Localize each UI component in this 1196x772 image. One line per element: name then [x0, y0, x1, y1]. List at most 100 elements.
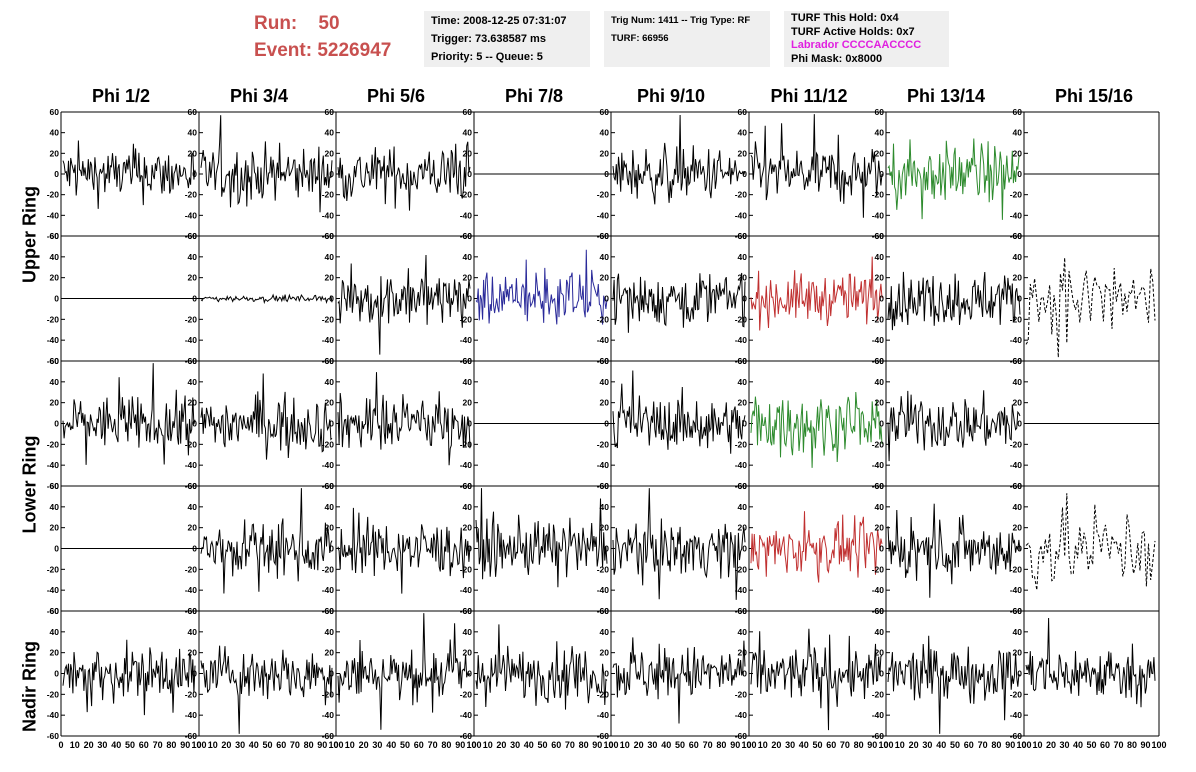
y-tick-label: 0: [329, 169, 334, 179]
x-tick-label: 90: [867, 740, 877, 750]
trace-trace: [200, 488, 333, 594]
y-tick-label: -40: [460, 460, 473, 470]
panel-r5-c3: 60 40 20 0 -20 -40 -60: [322, 606, 471, 741]
panel-r1-c7: 60 40 20 0 -20 -40 -60: [872, 107, 1021, 241]
x-tick-label: 90: [317, 740, 327, 750]
trace-dashed: [1025, 257, 1156, 358]
time-text: Time: 2008-12-25 07:31:07: [431, 15, 567, 27]
y-tick-label: -20: [185, 564, 198, 574]
trigger-text: Trigger: 73.638587 ms: [431, 33, 546, 45]
y-tick-label: -40: [47, 210, 60, 220]
y-tick-label: -60: [322, 606, 335, 616]
y-tick-label: 0: [467, 419, 472, 429]
y-tick-label: -20: [597, 314, 610, 324]
y-tick-label: -40: [735, 585, 748, 595]
x-tick-label: 80: [854, 740, 864, 750]
y-tick-label: 60: [325, 356, 335, 366]
y-tick-label: 40: [600, 502, 610, 512]
y-tick-label: 40: [188, 502, 198, 512]
y-tick-label: -40: [597, 210, 610, 220]
priority-text: Priority: 5 -- Queue: 5: [431, 51, 543, 63]
y-tick-label: -60: [597, 606, 610, 616]
y-tick-label: -40: [872, 210, 885, 220]
y-tick-label: 0: [1017, 169, 1022, 179]
y-tick-label: -60: [460, 731, 473, 741]
turf-active-text: TURF Active Holds: 0x7: [791, 25, 915, 38]
y-tick-label: 20: [875, 273, 885, 283]
y-tick-label: -40: [597, 710, 610, 720]
x-tick-label: 70: [565, 740, 575, 750]
y-tick-label: -40: [185, 460, 198, 470]
y-tick-label: 60: [875, 481, 885, 491]
trace-trace: [475, 624, 608, 710]
y-tick-label: -60: [322, 731, 335, 741]
event-label: Event:: [254, 40, 313, 61]
y-tick-label: 40: [188, 627, 198, 637]
trace-trace: [337, 507, 471, 594]
y-tick-label: 0: [604, 669, 609, 679]
x-tick-label: 0: [333, 740, 338, 750]
panel-r3-c6: 60 40 20 0 -20 -40 -60: [735, 356, 883, 491]
y-tick-label: -40: [872, 710, 885, 720]
turf-info-box: TURF This Hold: 0x4 TURF Active Holds: 0…: [784, 11, 949, 67]
y-tick-label: -60: [185, 231, 198, 241]
y-tick-label: -20: [1010, 564, 1023, 574]
y-tick-label: 40: [1013, 252, 1023, 262]
x-tick-label: 10: [1032, 740, 1042, 750]
y-tick-label: -20: [597, 564, 610, 574]
y-tick-label: 60: [738, 606, 748, 616]
x-tick-label: 60: [276, 740, 286, 750]
trace-trace: [337, 254, 471, 355]
x-tick-label: 10: [345, 740, 355, 750]
run-event-block: Run: 50 Event: 5226947: [254, 10, 391, 64]
x-tick-label: 100: [466, 740, 481, 750]
y-tick-label: -20: [872, 689, 885, 699]
y-tick-label: 0: [742, 419, 747, 429]
y-tick-label: -40: [597, 335, 610, 345]
x-tick-label: 60: [689, 740, 699, 750]
y-tick-label: -40: [322, 585, 335, 595]
y-tick-label: -60: [872, 731, 885, 741]
y-tick-label: 0: [192, 669, 197, 679]
y-tick-label: 20: [463, 523, 473, 533]
trace-trace: [887, 390, 1021, 462]
x-tick-label: 10: [208, 740, 218, 750]
panel-r4-c8: 60 40 20 0 -20 -40 -60: [1010, 481, 1156, 616]
panel-r2-c5: 60 40 20 0 -20 -40 -60: [597, 231, 746, 366]
y-tick-label: 40: [463, 128, 473, 138]
y-tick-label: 0: [192, 169, 197, 179]
y-tick-label: -40: [735, 210, 748, 220]
y-tick-label: -20: [322, 314, 335, 324]
y-tick-label: 20: [600, 398, 610, 408]
y-tick-label: 20: [325, 273, 335, 283]
phi-header-1: Phi 1/2: [91, 86, 151, 106]
y-tick-label: 40: [738, 128, 748, 138]
y-tick-label: 20: [325, 398, 335, 408]
y-tick-label: 40: [50, 252, 60, 262]
trace-trace: [887, 271, 1021, 331]
trace-red: [750, 256, 883, 331]
x-tick-label: 60: [551, 740, 561, 750]
y-tick-label: -60: [460, 606, 473, 616]
x-tick-label: 10: [620, 740, 630, 750]
x-tick-label: 100: [741, 740, 756, 750]
y-tick-label: 20: [188, 273, 198, 283]
turf-hold-text: TURF This Hold: 0x4: [791, 12, 899, 24]
trace-trace: [887, 503, 1021, 598]
x-tick-label: 0: [1021, 740, 1026, 750]
y-tick-label: 40: [875, 377, 885, 387]
y-tick-label: -60: [1010, 356, 1023, 366]
x-tick-label: 50: [950, 740, 960, 750]
trace-trace: [337, 372, 471, 466]
y-tick-label: -20: [597, 439, 610, 449]
y-tick-label: 40: [875, 128, 885, 138]
panel-r2-c7: 60 40 20 0 -20 -40 -60: [872, 231, 1021, 366]
x-tick-label: 80: [1127, 740, 1137, 750]
y-tick-label: 40: [50, 128, 60, 138]
y-tick-label: 60: [463, 107, 473, 117]
y-tick-label: 40: [600, 627, 610, 637]
y-tick-label: 0: [1017, 669, 1022, 679]
y-tick-label: 60: [188, 231, 198, 241]
panel-r1-c4: 60 40 20 0 -20 -40 -60: [460, 107, 611, 241]
y-tick-label: 20: [1013, 148, 1023, 158]
